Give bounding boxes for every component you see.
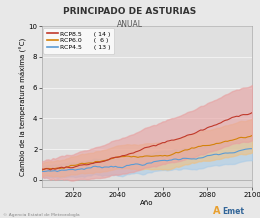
X-axis label: Año: Año — [140, 200, 154, 206]
Legend: RCP8.5      ( 14 ), RCP6.0      (  6 ), RCP4.5      ( 13 ): RCP8.5 ( 14 ), RCP6.0 ( 6 ), RCP4.5 ( 13… — [43, 28, 114, 54]
Text: A: A — [213, 206, 221, 216]
Text: ANUAL: ANUAL — [117, 20, 143, 29]
Text: Emet: Emet — [222, 207, 244, 216]
Text: PRINCIPADO DE ASTURIAS: PRINCIPADO DE ASTURIAS — [63, 7, 197, 15]
Y-axis label: Cambio de la temperatura máxima (°C): Cambio de la temperatura máxima (°C) — [20, 38, 27, 176]
Text: © Agencia Estatal de Meteorología: © Agencia Estatal de Meteorología — [3, 213, 79, 217]
